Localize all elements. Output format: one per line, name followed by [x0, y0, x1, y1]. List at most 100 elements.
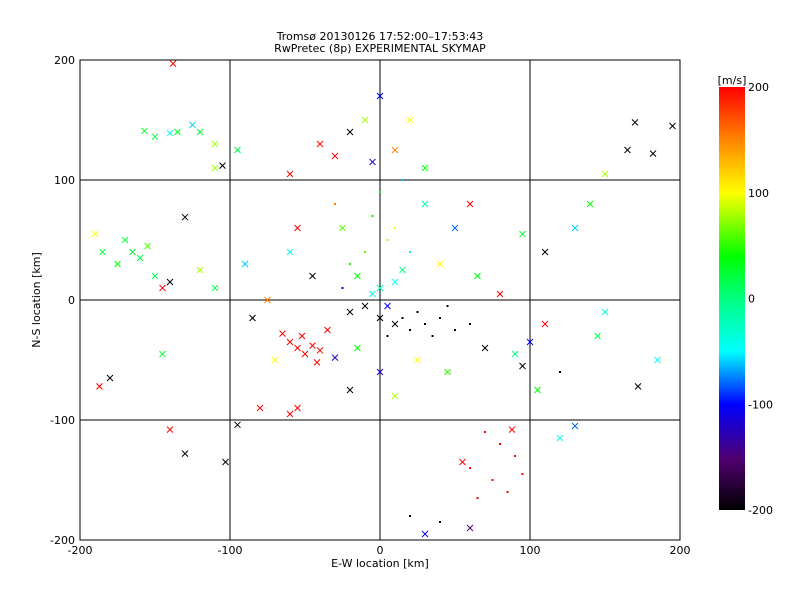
data-point-cross	[556, 434, 564, 442]
cross-stroke	[354, 344, 361, 352]
cross-stroke	[279, 330, 286, 337]
data-point-cross	[354, 344, 361, 352]
data-point-dot	[476, 497, 479, 499]
x-tick-label: 0	[377, 544, 384, 557]
cross-stroke	[496, 290, 504, 298]
data-point-cross	[294, 344, 301, 352]
data-point-dot	[439, 317, 441, 319]
cross-stroke	[519, 230, 526, 238]
cross-stroke	[376, 368, 384, 376]
data-point-dot	[349, 263, 351, 265]
data-point-cross	[634, 383, 642, 390]
data-point-cross	[196, 128, 204, 136]
colorbar-ticks: 200 100 0 -100 -200	[748, 81, 773, 517]
cross-stroke	[634, 383, 642, 390]
cross-stroke	[196, 266, 204, 274]
data-point-cross	[141, 127, 148, 135]
data-point-cross	[219, 162, 226, 169]
data-point-cross	[166, 278, 174, 286]
data-point-cross	[466, 524, 474, 532]
cross-stroke	[669, 122, 676, 130]
data-point-dot	[341, 287, 344, 289]
data-point-cross	[121, 236, 129, 244]
grid	[80, 60, 680, 540]
cross-stroke	[241, 260, 249, 268]
data-point-cross	[211, 284, 219, 292]
data-point-cross	[324, 326, 331, 334]
data-point-dot	[386, 335, 389, 337]
data-point-cross	[309, 342, 316, 349]
data-point-cross	[361, 302, 369, 310]
cross-stroke	[309, 272, 316, 280]
cross-stroke	[361, 302, 369, 310]
data-point-cross	[166, 426, 174, 433]
x-tick-label: -100	[218, 544, 243, 557]
data-point-cross	[354, 272, 361, 280]
data-point-cross	[519, 230, 526, 238]
cross-stroke	[421, 164, 429, 172]
cross-stroke	[508, 426, 516, 433]
cross-stroke	[421, 200, 429, 208]
data-point-cross	[298, 332, 306, 340]
colorbar-label: [m/s]	[718, 74, 747, 87]
data-point-dot	[424, 323, 426, 325]
data-point-cross	[286, 410, 294, 418]
cross-stroke	[414, 356, 421, 364]
cross-stroke	[376, 284, 384, 292]
data-point-dot	[469, 467, 471, 469]
data-point-dot	[386, 239, 389, 241]
cross-stroke	[354, 272, 361, 280]
cross-stroke	[541, 248, 549, 256]
cross-stroke	[436, 260, 444, 268]
data-point-cross	[331, 152, 339, 160]
data-point-cross	[129, 248, 136, 256]
cross-stroke	[624, 146, 631, 154]
cross-stroke	[151, 133, 159, 141]
data-point-cross	[586, 200, 594, 208]
data-point-cross	[301, 350, 309, 358]
data-point-cross	[571, 224, 579, 232]
data-point-cross	[271, 356, 279, 364]
cross-stroke	[294, 224, 301, 232]
cross-stroke	[91, 230, 99, 238]
data-point-cross	[369, 290, 376, 298]
data-point-cross	[376, 92, 384, 100]
cross-stroke	[474, 272, 481, 280]
data-point-dot	[521, 473, 524, 475]
data-point-cross	[601, 170, 609, 178]
data-point-dot	[469, 323, 471, 325]
colorbar-tick-label: -100	[748, 398, 773, 411]
data-point-cross	[159, 350, 166, 358]
cross-stroke	[211, 284, 219, 292]
y-tick-label: -200	[50, 534, 75, 547]
x-tick-label: 100	[520, 544, 541, 557]
data-point-dot	[409, 329, 411, 331]
data-point-cross	[391, 278, 399, 286]
data-point-cross	[346, 128, 354, 136]
data-point-cross	[541, 320, 549, 328]
cross-stroke	[481, 344, 489, 352]
colorbar-tick-label: -200	[748, 504, 773, 517]
data-point-cross	[369, 158, 376, 166]
cross-stroke	[331, 152, 339, 160]
cross-stroke	[601, 308, 609, 316]
data-point-cross	[279, 330, 286, 337]
data-point-cross	[376, 314, 384, 322]
data-point-cross	[649, 150, 657, 157]
cross-stroke	[444, 368, 451, 376]
cross-stroke	[324, 326, 331, 334]
cross-stroke	[346, 308, 354, 316]
data-point-cross	[421, 530, 429, 538]
data-point-cross	[346, 308, 354, 316]
y-tick-label: 100	[54, 174, 75, 187]
data-point-dot	[401, 179, 404, 181]
cross-stroke	[174, 128, 181, 136]
cross-stroke	[234, 421, 241, 429]
data-point-cross	[166, 129, 174, 137]
data-point-cross	[391, 392, 399, 400]
data-point-dot	[431, 335, 434, 337]
cross-stroke	[256, 404, 264, 412]
cross-stroke	[391, 320, 399, 328]
